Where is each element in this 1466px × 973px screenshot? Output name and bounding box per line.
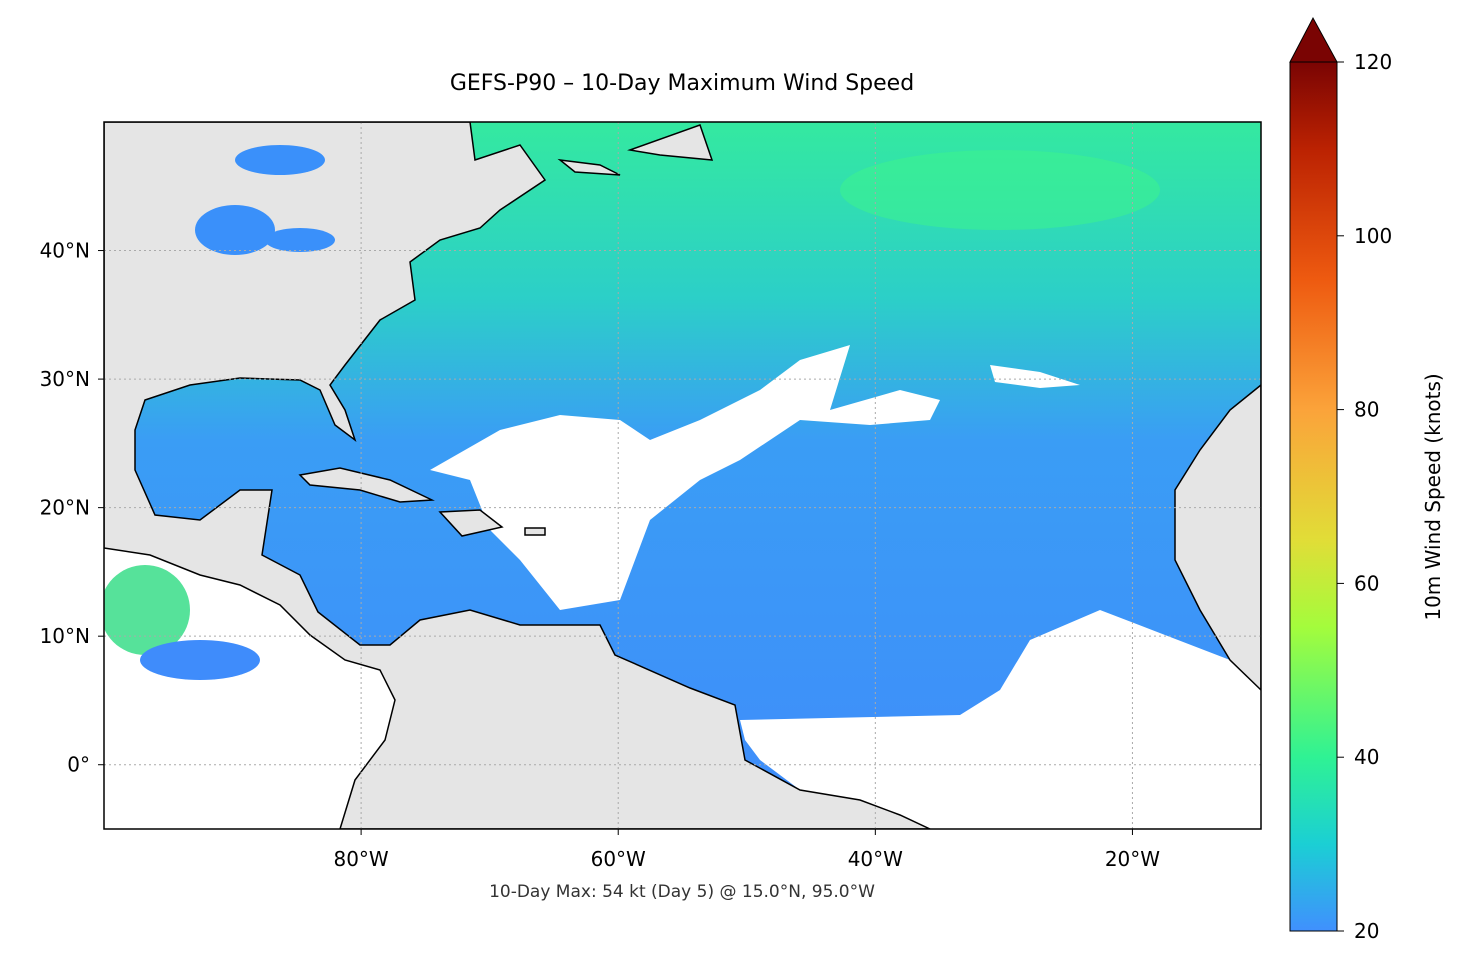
wind-field	[104, 565, 190, 655]
below-threshold	[430, 345, 940, 610]
x-tick-label: 20°W	[1105, 847, 1160, 871]
x-tick-label: 40°W	[848, 847, 903, 871]
colorbar-tick-label: 80	[1354, 398, 1379, 422]
y-tick-label: 20°N	[40, 496, 90, 520]
y-tick-label: 40°N	[40, 239, 90, 263]
colorbar-tick-label: 60	[1354, 571, 1379, 595]
below-threshold	[740, 610, 1261, 829]
below-threshold	[990, 365, 1080, 388]
y-tick-label: 0°	[67, 753, 90, 777]
wind-field	[140, 640, 260, 680]
x-tick-label: 60°W	[591, 847, 646, 871]
colorbar-tick-label: 40	[1354, 745, 1379, 769]
y-tick-label: 30°N	[40, 367, 90, 391]
colorbar-tick-label: 20	[1354, 919, 1379, 943]
y-tick-label: 10°N	[40, 624, 90, 648]
x-tick-label: 80°W	[333, 847, 388, 871]
colorbar-extension	[1289, 16, 1338, 63]
wind-field	[840, 150, 1160, 230]
colorbar	[1290, 62, 1337, 931]
colorbar-label: 10m Wind Speed (knots)	[1421, 373, 1445, 620]
map-frame	[103, 121, 1262, 830]
annotation: 10-Day Max: 54 kt (Day 5) @ 15.0°N, 95.0…	[489, 882, 875, 902]
colorbar-tick-label: 120	[1354, 50, 1392, 74]
wind-field	[195, 145, 335, 255]
map-body	[104, 122, 1261, 829]
title: GEFS-P90 – 10-Day Maximum Wind Speed	[450, 71, 914, 96]
colorbar-tick-label: 100	[1354, 224, 1392, 248]
colorbar-frame	[1289, 62, 1338, 932]
land	[104, 122, 1261, 829]
